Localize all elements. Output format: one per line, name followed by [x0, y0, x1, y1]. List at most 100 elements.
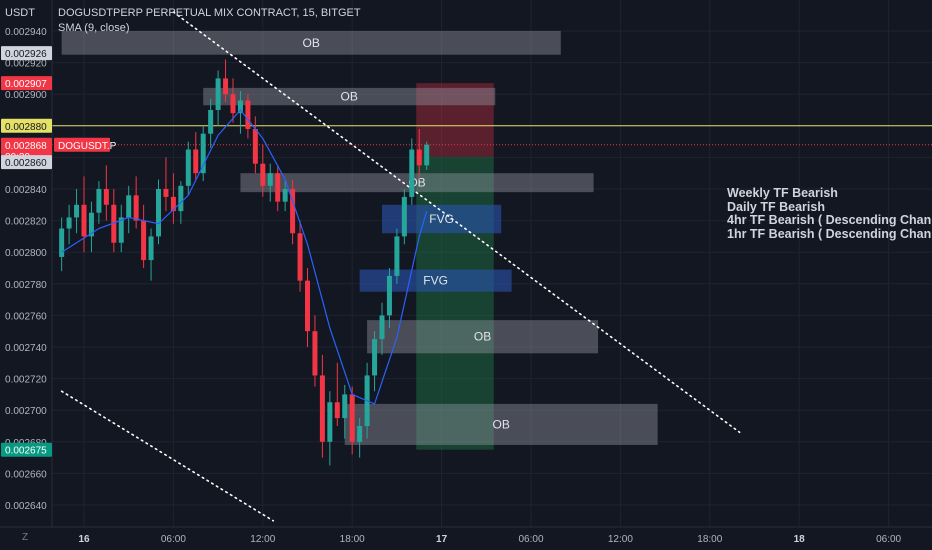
ob-zone-label: OB	[474, 330, 491, 344]
y-tick-label: 0.002840	[5, 185, 47, 196]
candle	[118, 204, 124, 253]
candle-body	[290, 189, 296, 234]
symbol-tag-bg	[54, 137, 110, 152]
y-tick-label: 0.002760	[5, 311, 47, 322]
candle-body	[275, 173, 281, 202]
price-tag: 0.002907	[5, 79, 47, 90]
ob-zone-label: OB	[493, 417, 510, 431]
x-tick-label: 18:00	[697, 534, 722, 545]
candle	[59, 217, 65, 272]
candle-body	[260, 163, 266, 186]
indicator-legend[interactable]: SMA (9, close)	[58, 22, 130, 34]
candle-body	[319, 375, 325, 442]
candle-body	[342, 394, 348, 419]
fvg-zone-label: FVG	[429, 212, 454, 226]
candle	[275, 165, 281, 212]
candle-body	[178, 185, 184, 212]
time-axis-bg	[0, 527, 932, 550]
candle-body	[379, 315, 385, 340]
candle	[312, 315, 318, 387]
candle	[342, 384, 348, 439]
candle	[126, 185, 132, 234]
price-tag-bg	[1, 76, 52, 91]
candle-body	[103, 189, 109, 205]
candle-body	[208, 110, 214, 134]
candle	[200, 125, 206, 182]
candle-body	[334, 402, 340, 419]
y-tick-label: 0.002720	[5, 375, 47, 386]
candle-body	[409, 149, 415, 197]
candle-body	[66, 217, 72, 229]
price-tag-bg	[1, 155, 52, 170]
x-tick-label: 06:00	[161, 534, 186, 545]
price-tag: 0.002868	[5, 141, 47, 152]
candle	[74, 189, 80, 234]
trendline	[172, 11, 741, 434]
candle	[103, 165, 109, 221]
y-tick-label: 0.002780	[5, 280, 47, 291]
ob-zone	[61, 31, 561, 55]
candle-body	[327, 402, 333, 442]
candle	[394, 228, 400, 284]
note-weekly: Weekly TF Bearish	[727, 186, 838, 200]
chart-title: DOGUSDTPERP PERPETUAL MIX CONTRACT, 15, …	[58, 7, 361, 19]
candle	[372, 331, 378, 392]
candle-body	[312, 331, 318, 376]
candle-body	[282, 189, 288, 202]
candle	[156, 179, 161, 245]
y-tick-label: 0.002660	[5, 469, 47, 480]
ob-zone-label: OB	[341, 90, 358, 104]
candle	[379, 302, 385, 355]
candle	[148, 228, 154, 281]
x-tick-label: 12:00	[608, 534, 633, 545]
x-tick-label: 06:00	[518, 534, 543, 545]
candle	[319, 354, 325, 458]
candle-body	[297, 233, 303, 281]
y-tick-label: 0.002940	[5, 27, 47, 38]
candle	[170, 173, 176, 224]
candle	[245, 94, 251, 139]
candle-body	[357, 426, 363, 442]
candle	[163, 157, 169, 212]
candle-body	[156, 189, 161, 237]
candle	[386, 268, 392, 329]
x-tick-label: 18:00	[340, 534, 365, 545]
y-tick-label: 0.002820	[5, 217, 47, 228]
candle-body	[401, 196, 407, 237]
candle-body	[170, 196, 176, 212]
candle	[349, 386, 355, 455]
analysis-notes: Weekly TF Bearish Daily TF Bearish 4hr T…	[727, 186, 932, 241]
price-tag: 0.002926	[5, 49, 47, 60]
candle	[66, 204, 72, 245]
candle	[215, 70, 221, 126]
candle-body	[96, 189, 102, 213]
candle-body	[245, 100, 251, 129]
candle-body	[148, 236, 154, 261]
x-tick-label: 18	[794, 534, 806, 545]
note-daily: Daily TF Bearish	[727, 199, 825, 214]
price-tag: 0.002675	[5, 446, 47, 457]
candle-body	[133, 195, 139, 221]
candle-body	[252, 128, 258, 164]
candle-body	[185, 149, 191, 186]
candle-body	[394, 236, 400, 276]
candle	[267, 163, 273, 202]
candle-body	[237, 100, 243, 114]
price-tag: 0.002880	[5, 122, 47, 133]
candle-body	[126, 195, 132, 218]
timezone-icon[interactable]: Z	[22, 532, 29, 543]
candle	[305, 268, 310, 347]
candle-body	[193, 149, 199, 174]
candle-body	[349, 394, 355, 442]
candle-body	[215, 78, 221, 110]
price-tag-bg	[1, 442, 52, 457]
candle	[96, 181, 102, 224]
y-tick-label: 0.002900	[5, 90, 47, 101]
candle	[193, 132, 199, 180]
candle	[88, 201, 94, 253]
candle-body	[416, 149, 422, 166]
candle	[252, 116, 258, 174]
candle	[409, 138, 415, 205]
